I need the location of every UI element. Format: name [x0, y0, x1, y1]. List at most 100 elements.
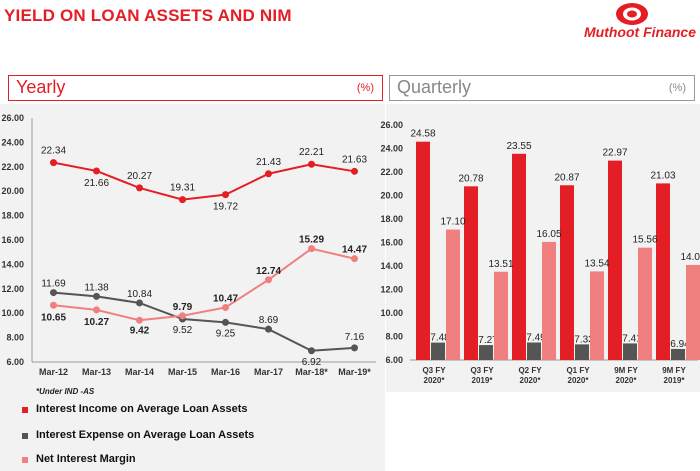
- yearly-data-label-nim: 12.74: [256, 266, 281, 277]
- quarterly-data-label-nim: 14.09: [680, 252, 700, 263]
- quarterly-data-label-nim: 13.51: [488, 259, 513, 270]
- yearly-xtick-label: Mar-19*: [338, 367, 371, 377]
- quarterly-xtick-label: Q3 FY: [422, 366, 446, 375]
- muthoot-logo: Muthoot Finance: [556, 2, 696, 46]
- yearly-data-label-income: 21.66: [84, 178, 109, 189]
- yearly-data-label-income: 19.31: [170, 183, 195, 194]
- quarterly-bar-income: [656, 183, 670, 360]
- yearly-data-label-nim: 10.27: [84, 317, 109, 328]
- quarterly-ytick-label: 10.00: [380, 308, 403, 318]
- quarterly-xtick-label-2: 2020*: [568, 376, 590, 385]
- quarterly-bar-nim: [494, 271, 508, 360]
- legend-item-expense: Interest Expense on Average Loan Assets: [22, 429, 255, 441]
- quarterly-bar-nim: [590, 271, 604, 360]
- yearly-ytick-label: 20.00: [1, 186, 24, 196]
- yearly-xtick-label: Mar-18*: [295, 367, 328, 377]
- yearly-data-label-nim: 15.29: [299, 235, 324, 246]
- yearly-point-expense: [93, 292, 100, 300]
- quarterly-header: Quarterly (%): [389, 75, 695, 101]
- quarterly-xtick-label-2: 2019*: [472, 376, 494, 385]
- yearly-ytick-label: 12.00: [1, 284, 24, 294]
- yearly-data-label-expense: 8.69: [259, 315, 279, 326]
- quarterly-bar-income: [608, 160, 622, 360]
- legend-label-income: Interest Income on Average Loan Assets: [36, 403, 248, 415]
- yearly-point-nim: [308, 245, 315, 253]
- quarterly-data-label-income: 20.87: [554, 172, 579, 183]
- yearly-xtick-label: Mar-15: [168, 367, 197, 377]
- yearly-header: Yearly (%): [8, 75, 383, 101]
- quarterly-xtick-label-2: 2020*: [424, 376, 446, 385]
- yearly-line-nim: [53, 247, 355, 322]
- quarterly-data-label-nim: 16.05: [536, 229, 561, 240]
- yearly-point-nim: [222, 303, 229, 311]
- quarterly-data-label-nim: 15.56: [632, 235, 657, 246]
- yearly-data-label-income: 21.63: [342, 154, 367, 165]
- page-title: YIELD ON LOAN ASSETS AND NIM: [4, 6, 292, 25]
- quarterly-xtick-label: Q1 FY: [566, 366, 590, 375]
- yearly-ytick-label: 6.00: [6, 357, 24, 367]
- quarterly-xtick-label: Q2 FY: [518, 366, 542, 375]
- legend-swatch-expense: [22, 433, 28, 439]
- quarterly-data-label-expense: 7.27: [478, 335, 498, 346]
- quarterly-ytick-label: 14.00: [380, 261, 403, 271]
- yearly-data-label-nim: 14.47: [342, 245, 367, 256]
- quarterly-ytick-label: 12.00: [380, 285, 403, 295]
- yearly-data-label-income: 20.27: [127, 171, 152, 182]
- yearly-ytick-label: 26.00: [1, 113, 24, 123]
- yearly-line-income: [53, 161, 355, 201]
- quarterly-data-label-income: 21.03: [650, 170, 675, 181]
- yearly-point-nim: [351, 255, 358, 263]
- yearly-point-income: [222, 191, 229, 199]
- yearly-data-label-income: 22.34: [41, 146, 66, 157]
- quarterly-xtick-label-2: 2020*: [520, 376, 542, 385]
- yearly-data-label-expense: 6.92: [302, 357, 322, 368]
- quarterly-bar-nim: [686, 264, 700, 360]
- yearly-point-income: [351, 167, 358, 175]
- quarterly-data-label-income: 24.58: [410, 129, 435, 140]
- quarterly-xtick-label: 9M FY: [662, 366, 686, 375]
- yearly-ytick-label: 22.00: [1, 162, 24, 172]
- yearly-label: Yearly: [16, 77, 66, 97]
- logo-emblem-icon: [616, 3, 648, 25]
- quarterly-data-label-expense: 7.48: [430, 333, 450, 344]
- yearly-xtick-label: Mar-13: [82, 367, 111, 377]
- quarterly-ytick-label: 6.00: [385, 355, 403, 365]
- yearly-data-label-nim: 9.79: [173, 302, 193, 313]
- yearly-data-label-nim: 10.65: [41, 312, 66, 323]
- legend-label-expense: Interest Expense on Average Loan Assets: [36, 429, 255, 441]
- yearly-point-income: [265, 170, 272, 178]
- yearly-point-nim: [179, 312, 186, 320]
- quarterly-data-label-nim: 17.10: [440, 217, 465, 228]
- quarterly-ytick-label: 18.00: [380, 214, 403, 224]
- yearly-point-expense: [265, 325, 272, 333]
- yearly-point-income: [179, 196, 186, 204]
- quarterly-unit: (%): [668, 82, 686, 94]
- quarterly-ytick-label: 16.00: [380, 238, 403, 248]
- yearly-data-label-expense: 10.84: [127, 289, 152, 300]
- quarterly-ytick-label: 24.00: [380, 144, 403, 154]
- yearly-data-label-expense: 11.69: [41, 279, 66, 290]
- footnote: *Under IND -AS: [36, 387, 95, 396]
- quarterly-data-label-nim: 13.54: [584, 258, 609, 269]
- quarterly-data-label-income: 23.55: [506, 141, 531, 152]
- quarterly-xtick-label-2: 2019*: [664, 376, 686, 385]
- quarterly-ytick-label: 26.00: [380, 120, 403, 130]
- quarterly-bar-nim: [446, 229, 460, 360]
- yearly-point-expense: [136, 299, 143, 307]
- yearly-data-label-income: 22.21: [299, 147, 324, 158]
- yearly-point-expense: [308, 347, 315, 355]
- quarterly-bar-expense: [671, 348, 685, 360]
- yearly-point-income: [50, 159, 57, 167]
- legend-swatch-income: [22, 407, 28, 413]
- yearly-xtick-label: Mar-16: [211, 367, 240, 377]
- quarterly-data-label-income: 20.78: [458, 173, 483, 184]
- quarterly-label: Quarterly: [397, 77, 472, 97]
- quarterly-bar-nim: [638, 247, 652, 360]
- legend-item-nim: Net Interest Margin: [22, 453, 136, 465]
- yearly-ytick-label: 14.00: [1, 259, 24, 269]
- yearly-ytick-label: 8.00: [6, 333, 24, 343]
- quarterly-data-label-expense: 6.94: [670, 339, 690, 350]
- quarterly-data-label-income: 22.97: [602, 148, 627, 159]
- quarterly-ytick-label: 8.00: [385, 332, 403, 342]
- quarterly-data-label-expense: 7.41: [622, 333, 642, 344]
